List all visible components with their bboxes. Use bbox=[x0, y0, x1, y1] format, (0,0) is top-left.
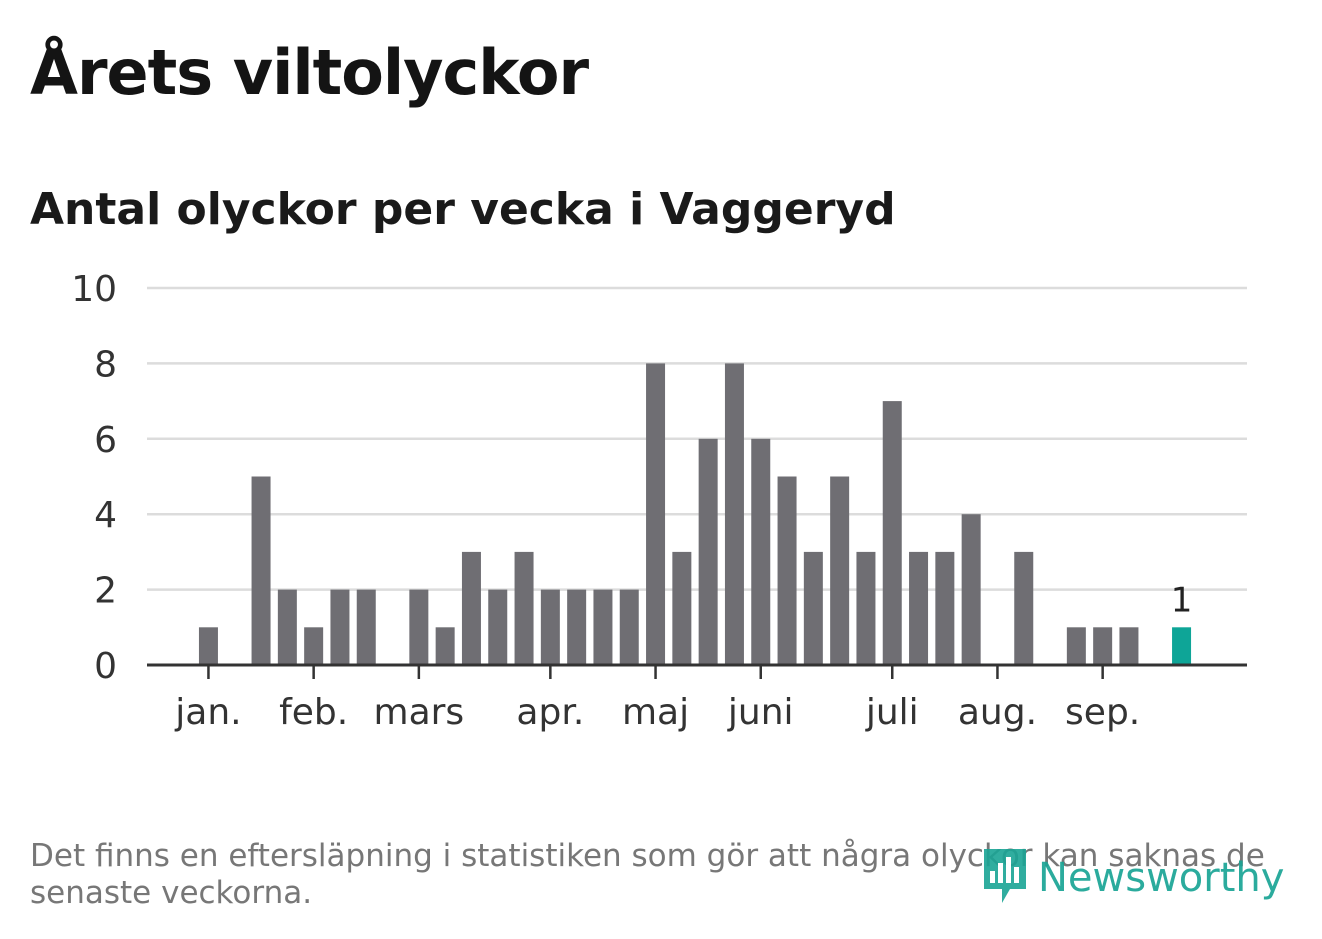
bar bbox=[961, 514, 981, 665]
bar bbox=[514, 551, 534, 665]
x-tick-label: juli bbox=[865, 692, 919, 733]
x-tick-label: jan. bbox=[174, 692, 241, 733]
bar bbox=[803, 551, 823, 665]
x-tick-label: feb. bbox=[279, 692, 348, 733]
x-tick-label: mars bbox=[374, 692, 465, 733]
bar bbox=[540, 589, 560, 665]
x-tick-label: sep. bbox=[1065, 692, 1140, 733]
bar bbox=[856, 551, 876, 665]
x-axis: jan. feb. mars apr. maj juni juli aug. sep. bbox=[147, 663, 1247, 733]
bar bbox=[409, 589, 429, 665]
bar bbox=[882, 401, 902, 665]
y-tick-label: 8 bbox=[94, 344, 117, 385]
bar bbox=[698, 438, 718, 665]
bar-highlight bbox=[1172, 627, 1192, 665]
x-tick-label: maj bbox=[622, 692, 689, 733]
bar bbox=[488, 589, 508, 665]
bar bbox=[1066, 627, 1086, 665]
bar-chart: 0 2 4 6 8 10 jan. feb. mars apr. maj juni juli aug. s… bbox=[71, 269, 1247, 733]
bar bbox=[567, 589, 587, 665]
y-tick-label: 4 bbox=[94, 495, 117, 536]
bar bbox=[304, 627, 324, 665]
bars bbox=[198, 363, 1192, 665]
bar bbox=[935, 551, 955, 665]
bar bbox=[724, 363, 744, 665]
bar bbox=[619, 589, 639, 665]
x-tick-label: juni bbox=[727, 692, 794, 733]
bar bbox=[593, 589, 613, 665]
bar bbox=[330, 589, 350, 665]
x-tick-label: apr. bbox=[516, 692, 584, 733]
bar bbox=[830, 476, 850, 665]
newsworthy-logo-icon bbox=[980, 845, 1030, 911]
bar bbox=[777, 476, 797, 665]
x-tick-label: aug. bbox=[958, 692, 1037, 733]
chart-subtitle: Antal olyckor per vecka i Vaggeryd bbox=[30, 184, 896, 235]
bar bbox=[751, 438, 771, 665]
bar bbox=[1014, 551, 1034, 665]
bar bbox=[1119, 627, 1139, 665]
chart-title: Årets viltolyckor bbox=[30, 36, 589, 109]
logo-text: Newsworthy bbox=[1038, 855, 1285, 901]
bar bbox=[646, 363, 666, 665]
bar bbox=[1093, 627, 1113, 665]
gridlines bbox=[147, 286, 1247, 591]
bar bbox=[461, 551, 481, 665]
newsworthy-logo[interactable]: Newsworthy bbox=[980, 846, 1284, 910]
bar bbox=[435, 627, 455, 665]
bar bbox=[277, 589, 297, 665]
bar bbox=[356, 589, 376, 665]
y-tick-label: 0 bbox=[94, 646, 117, 687]
bar bbox=[251, 476, 271, 665]
data-labels: 1 bbox=[1171, 580, 1193, 620]
y-axis-ticks: 0 2 4 6 8 10 bbox=[71, 269, 117, 687]
y-tick-label: 10 bbox=[71, 269, 117, 310]
bar bbox=[909, 551, 929, 665]
footnote: Det finns en eftersläpning i statistiken… bbox=[30, 838, 1265, 911]
bar bbox=[672, 551, 692, 665]
highlight-data-label: 1 bbox=[1171, 580, 1193, 620]
bar bbox=[198, 627, 218, 665]
y-tick-label: 6 bbox=[94, 420, 117, 461]
y-tick-label: 2 bbox=[94, 571, 117, 612]
